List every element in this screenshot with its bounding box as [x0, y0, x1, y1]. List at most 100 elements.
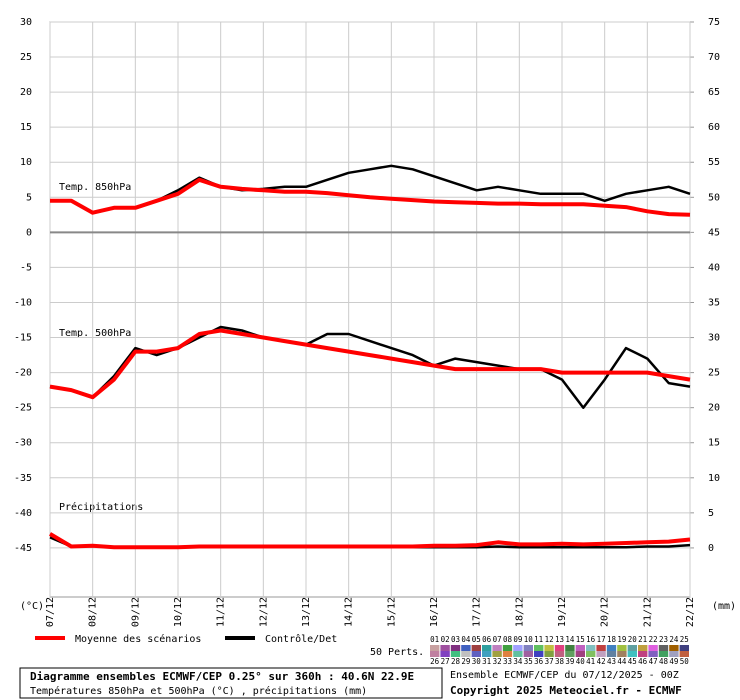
pert-swatch — [638, 651, 648, 657]
pert-label: 27 — [441, 657, 450, 666]
y-tick-label: 10 — [20, 157, 32, 168]
pert-label: 45 — [628, 657, 637, 666]
pert-label: 23 — [659, 635, 668, 644]
y2-tick-label: 0 — [708, 543, 714, 554]
pert-swatch — [461, 651, 471, 657]
pert-label: 15 — [576, 635, 585, 644]
x-tick-label: 07/12 — [45, 597, 56, 627]
pert-swatch — [492, 651, 502, 657]
pert-swatch — [596, 651, 606, 657]
pert-label: 35 — [524, 657, 533, 666]
pert-label: 05 — [472, 635, 481, 644]
y2-tick-label: 45 — [708, 227, 720, 238]
x-tick-label: 17/12 — [472, 597, 483, 627]
pert-label: 26 — [430, 657, 440, 666]
pert-swatch — [638, 645, 648, 651]
pert-swatch — [482, 651, 492, 657]
legend-label: Contrôle/Det — [265, 633, 337, 645]
y2-tick-label: 40 — [708, 262, 720, 273]
y-tick-label: 30 — [20, 17, 32, 28]
pert-swatch — [658, 645, 669, 651]
pert-label: 33 — [503, 657, 512, 666]
pert-swatch — [513, 651, 523, 657]
pert-swatch — [544, 645, 554, 651]
copyright: Copyright 2025 Meteociel.fr - ECMWF — [450, 684, 682, 697]
pert-swatch — [502, 645, 513, 651]
pert-swatch — [513, 645, 523, 651]
y2-tick-label: 20 — [708, 403, 720, 414]
y-tick-label: -20 — [14, 368, 32, 379]
pert-swatch — [440, 645, 450, 651]
pert-swatch — [492, 645, 502, 651]
run-label: Ensemble ECMWF/CEP du 07/12/2025 - 00Z — [450, 670, 679, 681]
y-tick-label: -5 — [20, 262, 32, 273]
pert-label: 39 — [565, 657, 574, 666]
pert-label: 36 — [534, 657, 544, 666]
pert-label: 12 — [545, 635, 554, 644]
pert-label: 46 — [638, 657, 648, 666]
x-tick-label: 09/12 — [130, 597, 141, 627]
x-tick-label: 11/12 — [216, 597, 227, 627]
pert-label: 02 — [441, 635, 450, 644]
x-tick-label: 22/12 — [685, 597, 696, 627]
y-tick-label: 0 — [26, 227, 32, 238]
pert-label: 11 — [534, 635, 543, 644]
y2-tick-label: 35 — [708, 297, 720, 308]
pert-swatch — [554, 651, 565, 657]
pert-label: 47 — [649, 657, 658, 666]
panel-label: Temp. 850hPa — [59, 182, 131, 193]
x-tick-label: 16/12 — [429, 597, 440, 627]
pert-swatch — [658, 651, 669, 657]
y-tick-label: 15 — [20, 122, 32, 133]
pert-swatch — [565, 651, 575, 657]
pert-label: 13 — [555, 635, 564, 644]
pert-swatch — [669, 645, 679, 651]
pert-swatch — [544, 651, 554, 657]
x-tick-label: 20/12 — [600, 597, 611, 627]
y-tick-label: -45 — [14, 543, 32, 554]
y-tick-label: -25 — [14, 403, 32, 414]
pert-swatch — [534, 645, 544, 651]
perts-label: 50 Perts. — [370, 647, 424, 658]
pert-label: 32 — [493, 657, 502, 666]
y-tick-label: -30 — [14, 438, 32, 449]
pert-label: 16 — [586, 635, 596, 644]
y2-axis-label: (mm) — [712, 601, 736, 612]
pert-swatch — [617, 645, 627, 651]
y2-tick-label: 5 — [708, 508, 714, 519]
pert-swatch — [450, 645, 461, 651]
legend-label: Moyenne des scénarios — [75, 633, 201, 645]
pert-label: 19 — [617, 635, 626, 644]
pert-swatch — [430, 645, 440, 651]
y2-tick-label: 30 — [708, 333, 720, 344]
y-tick-label: -10 — [14, 297, 32, 308]
pert-swatch — [575, 645, 585, 651]
pert-label: 09 — [513, 635, 522, 644]
mean-line — [49, 328, 691, 400]
pert-label: 38 — [555, 657, 565, 666]
pert-label: 20 — [628, 635, 638, 644]
pert-swatch — [669, 651, 679, 657]
pert-label: 08 — [503, 635, 513, 644]
x-tick-label: 10/12 — [173, 597, 184, 627]
y2-tick-label: 60 — [708, 122, 720, 133]
y-tick-label: 25 — [20, 52, 32, 63]
mean-line — [50, 177, 691, 217]
pert-swatch — [565, 645, 575, 651]
pert-swatch — [627, 651, 637, 657]
pert-swatch — [648, 651, 658, 657]
pert-swatch — [534, 651, 544, 657]
pert-swatch — [502, 651, 513, 657]
x-tick-label: 12/12 — [258, 597, 269, 627]
pert-label: 06 — [482, 635, 492, 644]
pert-label: 49 — [669, 657, 678, 666]
pert-swatch — [679, 651, 689, 657]
pert-label: 01 — [430, 635, 439, 644]
pert-label: 48 — [659, 657, 669, 666]
pert-label: 17 — [597, 635, 606, 644]
panel-label: Précipitations — [59, 501, 143, 513]
pert-label: 44 — [617, 657, 627, 666]
panel-label: Temp. 500hPa — [59, 328, 131, 339]
pert-swatch — [461, 645, 471, 651]
